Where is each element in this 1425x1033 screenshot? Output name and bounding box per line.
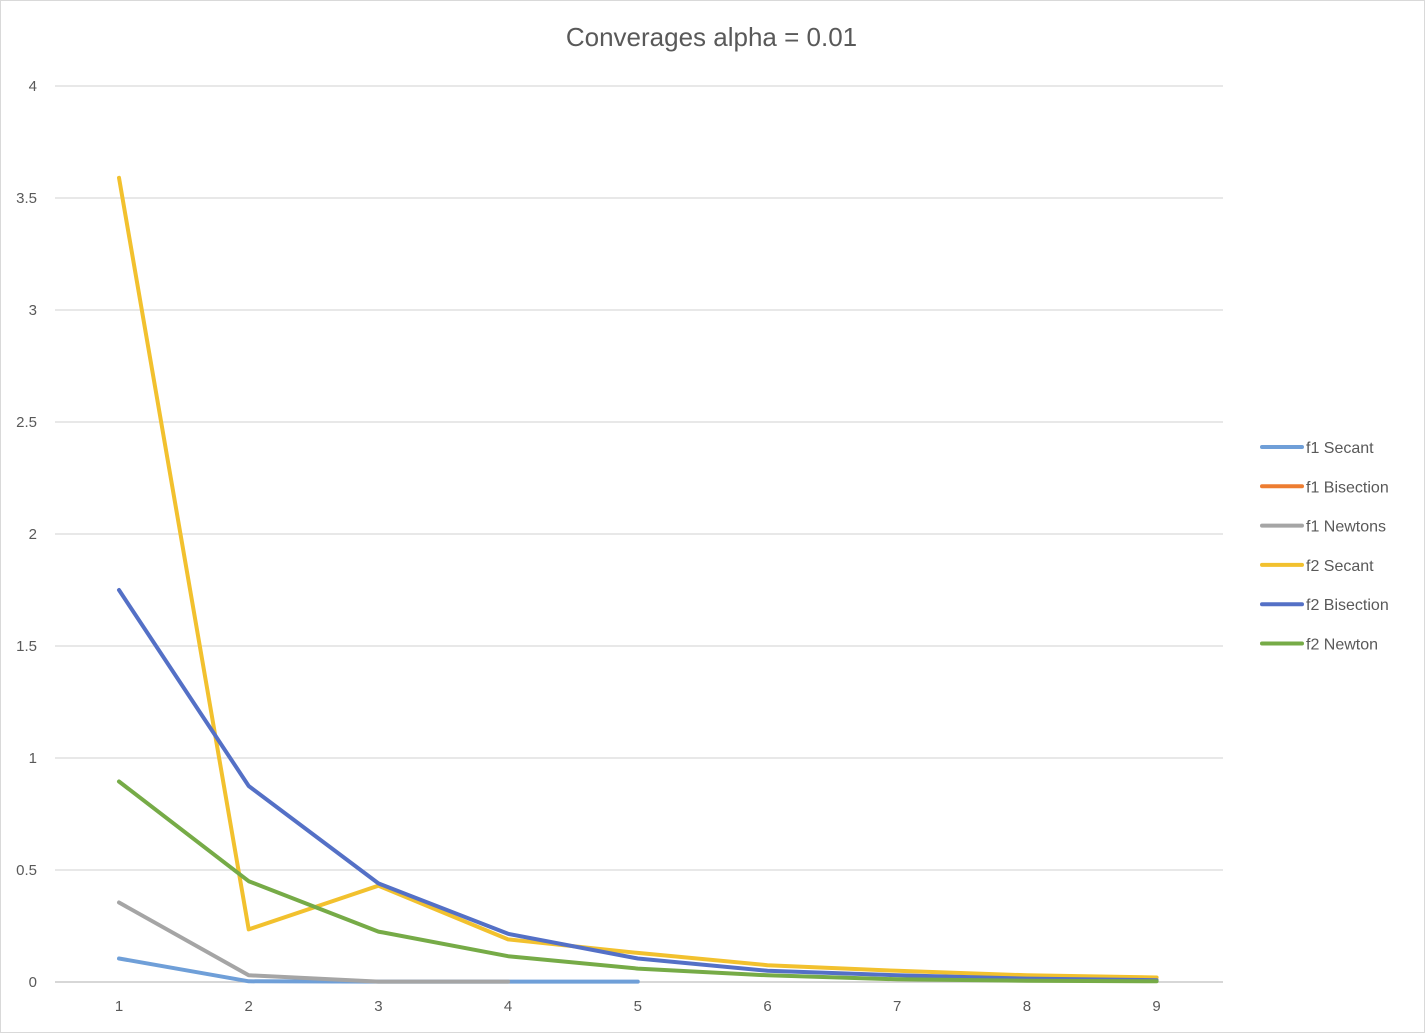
- x-tick-label: 6: [763, 998, 771, 1015]
- y-tick-label: 1: [29, 750, 37, 767]
- gridlines: [55, 85, 1223, 983]
- x-tick-label: 3: [374, 998, 382, 1015]
- y-tick-label: 3.5: [16, 190, 37, 207]
- y-tick-label: 1.5: [16, 638, 37, 655]
- x-tick-label: 9: [1152, 998, 1160, 1015]
- series-line-f2-newton: [117, 779, 1159, 984]
- legend-label: f2 Bisection: [1306, 597, 1389, 614]
- y-tick-label: 2: [29, 526, 37, 543]
- legend-label: f2 Secant: [1306, 558, 1374, 575]
- legend-label: f1 Secant: [1306, 440, 1374, 457]
- series-line-f2-bisection: [117, 588, 1159, 983]
- x-tick-label: 8: [1023, 998, 1031, 1015]
- y-tick-label: 0: [29, 974, 37, 991]
- legend-label: f2 Newton: [1306, 637, 1378, 654]
- legend: f1 Secant f1 Bisection f1 Newtons f2 Secant…: [1260, 440, 1389, 654]
- series-line-f1-newtons: [117, 900, 511, 984]
- chart-title: Converages alpha = 0.01: [565, 22, 858, 52]
- x-tick-label: 2: [245, 998, 253, 1015]
- x-tick-label: 7: [893, 998, 901, 1015]
- y-tick-label: 2.5: [16, 414, 37, 431]
- x-tick-label: 4: [504, 998, 512, 1015]
- legend-label: f1 Newtons: [1306, 519, 1386, 536]
- y-tick-label: 3: [29, 302, 37, 319]
- series-line-f2-secant: [117, 175, 1159, 980]
- x-tick-label: 5: [634, 998, 642, 1015]
- y-tick-label: 4: [29, 78, 37, 95]
- axes: 0 0.5 1 1.5 2 2.5 3 3.5 4 1 2 3 4 5 6 7 8 9: [16, 78, 1161, 1015]
- series-lines: [117, 175, 1159, 984]
- y-tick-label: 0.5: [16, 862, 37, 879]
- x-tick-label: 1: [115, 998, 123, 1015]
- legend-label: f1 Bisection: [1306, 479, 1389, 496]
